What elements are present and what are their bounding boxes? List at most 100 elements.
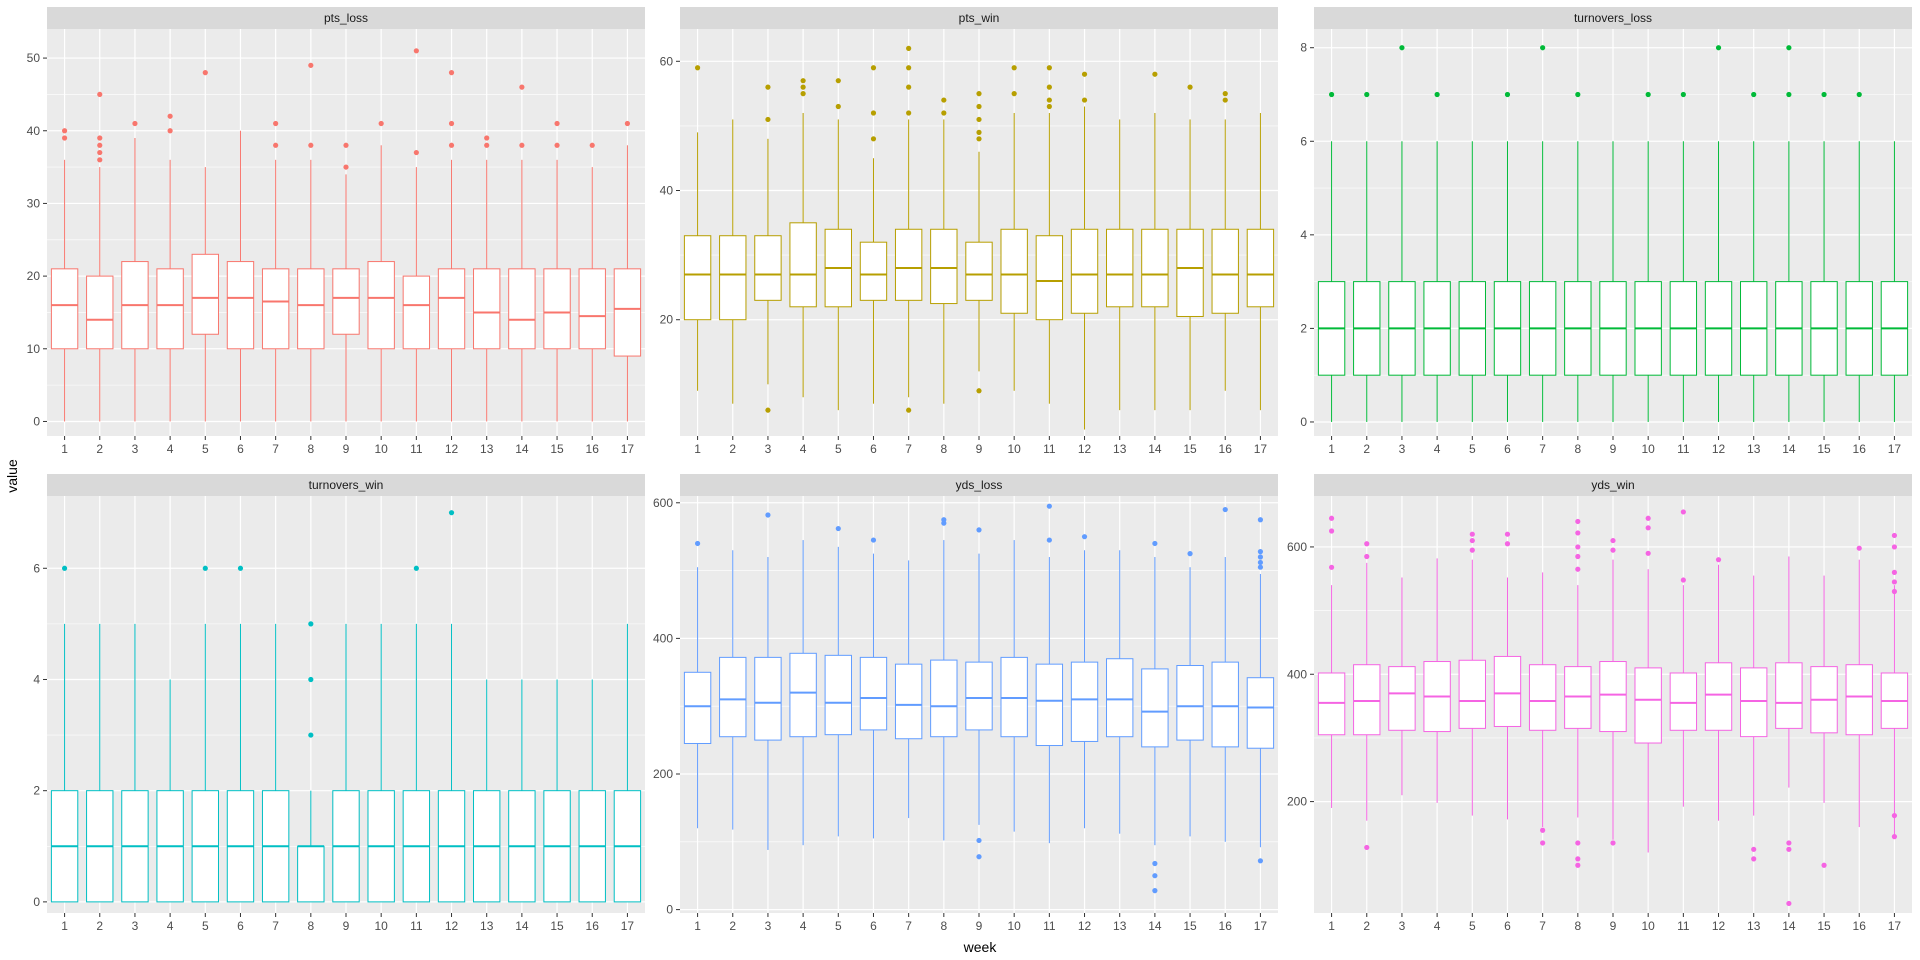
- x-tick-label: 6: [870, 442, 877, 456]
- x-tick-label: 12: [1712, 442, 1726, 456]
- box-week-9: [965, 527, 993, 860]
- y-tick-label: 50: [27, 51, 41, 65]
- outlier-point: [1856, 91, 1862, 98]
- x-tick-label: 2: [729, 919, 736, 933]
- outlier-point: [765, 84, 771, 90]
- outlier-point: [694, 65, 701, 71]
- box-body: [1035, 663, 1064, 747]
- outlier-point: [1575, 544, 1581, 550]
- outlier-point: [1645, 515, 1651, 521]
- box-week-8: [297, 621, 325, 903]
- x-tick-label: 11: [1677, 442, 1690, 456]
- outlier-point: [1257, 858, 1264, 864]
- outlier-point: [1152, 540, 1158, 547]
- x-tick-label: 11: [1677, 919, 1690, 933]
- box-week-4: [789, 540, 817, 846]
- x-tick-label: 13: [1747, 919, 1761, 933]
- x-tick-label: 13: [1113, 442, 1127, 456]
- box-week-10: [1634, 515, 1662, 853]
- outlier-point: [1257, 554, 1264, 560]
- box-week-16: [578, 142, 606, 422]
- outlier-point: [273, 120, 279, 127]
- box-week-17: [1246, 112, 1275, 411]
- x-tick-label: 6: [237, 919, 244, 933]
- box-body: [1211, 228, 1239, 314]
- box-week-5: [1458, 531, 1486, 816]
- facet-strip: [47, 7, 645, 29]
- outlier-point: [1751, 846, 1757, 852]
- outlier-point: [308, 676, 314, 683]
- x-tick-label: 5: [835, 442, 842, 456]
- x-tick-label: 7: [1539, 919, 1546, 933]
- box-week-6: [1493, 531, 1522, 820]
- box-week-12: [1704, 45, 1733, 422]
- x-tick-label: 8: [1574, 442, 1581, 456]
- x-tick-label: 3: [765, 442, 772, 456]
- box-body: [683, 671, 712, 744]
- y-tick-label: 6: [33, 561, 40, 575]
- outlier-point: [97, 157, 103, 163]
- y-tick-label: 10: [27, 342, 41, 356]
- outlier-point: [1575, 856, 1581, 862]
- box-week-10: [1000, 540, 1028, 832]
- outlier-point: [1187, 551, 1193, 557]
- outlier-point: [202, 565, 208, 571]
- box-body: [719, 235, 747, 321]
- box-week-8: [930, 517, 958, 841]
- outlier-point: [835, 78, 841, 84]
- x-tick-label: 11: [410, 442, 423, 456]
- box-body: [402, 275, 431, 350]
- outlier-point: [906, 65, 912, 71]
- box-week-15: [1176, 84, 1204, 411]
- box-body: [1246, 677, 1275, 749]
- outlier-point: [1821, 862, 1827, 868]
- x-tick-label: 12: [1078, 442, 1092, 456]
- box-body: [1176, 665, 1204, 741]
- box-week-9: [1599, 141, 1627, 422]
- box-body: [1493, 655, 1522, 727]
- y-tick-label: 600: [653, 496, 673, 510]
- box-body: [1845, 664, 1873, 736]
- outlier-point: [976, 136, 982, 142]
- facet-strip-label: turnovers_win: [309, 478, 384, 492]
- box-week-17: [613, 623, 642, 903]
- box-week-13: [1106, 550, 1134, 834]
- box-week-7: [1528, 572, 1557, 846]
- outlier-point: [1504, 91, 1511, 98]
- box-body: [508, 268, 536, 350]
- box-week-6: [226, 565, 255, 903]
- x-tick-label: 17: [621, 919, 635, 933]
- outlier-point: [1680, 91, 1686, 98]
- outlier-point: [1715, 557, 1722, 563]
- outlier-point: [1046, 503, 1052, 509]
- x-tick-label: 17: [621, 442, 635, 456]
- y-tick-label: 40: [27, 124, 41, 138]
- box-week-12: [437, 70, 466, 422]
- outlier-point: [1328, 515, 1335, 521]
- x-tick-label: 10: [1641, 919, 1655, 933]
- x-tick-label: 11: [1043, 442, 1056, 456]
- box-week-13: [1740, 575, 1768, 862]
- facet-strip-label: yds_win: [1591, 478, 1634, 492]
- outlier-point: [1328, 528, 1335, 534]
- y-tick-label: 0: [33, 895, 40, 909]
- box-week-12: [1070, 71, 1099, 430]
- box-body: [859, 656, 888, 731]
- x-tick-label: 14: [1148, 442, 1162, 456]
- x-tick-label: 2: [96, 442, 103, 456]
- box-week-10: [1000, 65, 1028, 391]
- y-tick-label: 600: [1287, 540, 1307, 554]
- x-tick-label: 9: [343, 442, 350, 456]
- x-tick-label: 4: [167, 919, 174, 933]
- x-tick-label: 14: [1148, 919, 1162, 933]
- x-tick-label: 5: [202, 442, 209, 456]
- y-tick-label: 400: [653, 631, 673, 645]
- outlier-point: [870, 110, 877, 116]
- outlier-point: [1575, 518, 1581, 525]
- x-tick-label: 16: [1853, 442, 1867, 456]
- box-week-4: [156, 113, 184, 422]
- x-tick-label: 1: [1328, 919, 1335, 933]
- outlier-point: [1751, 856, 1757, 862]
- outlier-point: [1399, 45, 1405, 51]
